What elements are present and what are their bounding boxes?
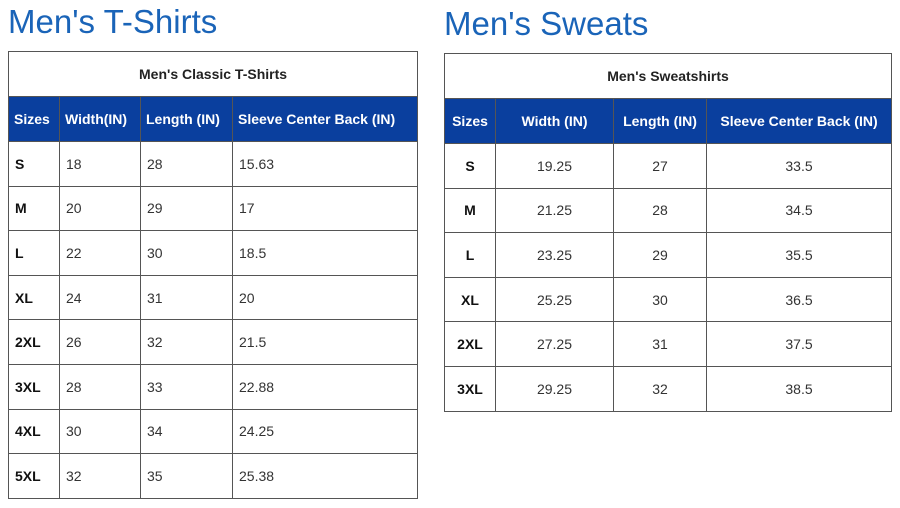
width-cell: 21.25 <box>495 187 614 234</box>
length-cell: 30 <box>613 276 707 323</box>
table-row: XL 24 31 20 <box>8 274 419 321</box>
length-cell: 27 <box>613 143 707 189</box>
table-row: L 22 30 18.5 <box>8 230 419 276</box>
sleeve-cell: 25.38 <box>231 453 419 499</box>
tshirt-title: Men's T-Shirts <box>8 3 218 40</box>
sleeve-cell: 35.5 <box>705 232 893 278</box>
table-header-row: Sizes Width (IN) Length (IN) Sleeve Cent… <box>444 98 893 144</box>
table-row: S 19.25 27 33.5 <box>444 143 893 189</box>
sleeve-cell: 34.5 <box>705 187 893 234</box>
width-cell: 30 <box>59 408 141 455</box>
table-row: 2XL 26 32 21.5 <box>8 319 419 365</box>
size-cell: M <box>8 185 60 232</box>
sweats-title: Men's Sweats <box>444 5 649 42</box>
size-cell: 2XL <box>444 321 496 367</box>
length-cell: 28 <box>613 187 707 234</box>
sleeve-cell: 36.5 <box>705 276 893 323</box>
sleeve-cell: 17 <box>231 185 419 232</box>
size-cell: 4XL <box>8 408 60 455</box>
sleeve-cell: 24.25 <box>231 408 419 455</box>
column-header-length: Length (IN) <box>140 96 233 142</box>
column-header-sizes: Sizes <box>8 96 60 142</box>
sleeve-cell: 22.88 <box>231 363 419 410</box>
length-cell: 32 <box>140 319 233 365</box>
sleeve-cell: 21.5 <box>231 319 419 365</box>
length-cell: 32 <box>613 365 707 412</box>
length-cell: 29 <box>613 232 707 278</box>
width-cell: 25.25 <box>495 276 614 323</box>
size-cell: S <box>8 141 60 187</box>
width-cell: 18 <box>59 141 141 187</box>
length-cell: 35 <box>140 453 233 499</box>
width-cell: 32 <box>59 453 141 499</box>
sleeve-cell: 20 <box>231 274 419 321</box>
table-row: 3XL 28 33 22.88 <box>8 363 419 410</box>
size-cell: 3XL <box>8 363 60 410</box>
width-cell: 28 <box>59 363 141 410</box>
width-cell: 20 <box>59 185 141 232</box>
size-cell: XL <box>8 274 60 321</box>
sleeve-cell: 33.5 <box>705 143 893 189</box>
table-row: M 20 29 17 <box>8 185 419 232</box>
sleeve-cell: 37.5 <box>705 321 893 367</box>
table-caption-row: Men's Sweatshirts <box>443 53 893 99</box>
sleeve-cell: 38.5 <box>705 365 893 412</box>
width-cell: 19.25 <box>495 143 614 189</box>
tshirt-size-table: Men's Classic T-Shirts Sizes Width(IN) L… <box>7 51 419 499</box>
width-cell: 23.25 <box>495 232 614 278</box>
table-header-row: Sizes Width(IN) Length (IN) Sleeve Cente… <box>8 96 419 142</box>
size-cell: 5XL <box>8 453 60 499</box>
tshirt-table-caption: Men's Classic T-Shirts <box>7 51 419 97</box>
length-cell: 29 <box>140 185 233 232</box>
column-header-sleeve: Sleeve Center Back (IN) <box>231 96 419 142</box>
table-row: 3XL 29.25 32 38.5 <box>444 365 893 412</box>
table-row: S 18 28 15.63 <box>8 141 419 187</box>
sleeve-cell: 18.5 <box>231 230 419 276</box>
column-header-sleeve: Sleeve Center Back (IN) <box>705 98 893 144</box>
length-cell: 33 <box>140 363 233 410</box>
width-cell: 29.25 <box>495 365 614 412</box>
size-cell: 3XL <box>444 365 496 412</box>
table-row: XL 25.25 30 36.5 <box>444 276 893 323</box>
sweats-table-caption: Men's Sweatshirts <box>443 53 893 99</box>
length-cell: 31 <box>140 274 233 321</box>
size-cell: S <box>444 143 496 189</box>
size-cell: M <box>444 187 496 234</box>
sleeve-cell: 15.63 <box>231 141 419 187</box>
column-header-length: Length (IN) <box>613 98 707 144</box>
width-cell: 24 <box>59 274 141 321</box>
length-cell: 31 <box>613 321 707 367</box>
size-cell: XL <box>444 276 496 323</box>
table-row: 2XL 27.25 31 37.5 <box>444 321 893 367</box>
width-cell: 27.25 <box>495 321 614 367</box>
width-cell: 22 <box>59 230 141 276</box>
width-cell: 26 <box>59 319 141 365</box>
column-header-width: Width(IN) <box>59 96 141 142</box>
length-cell: 28 <box>140 141 233 187</box>
table-row: 4XL 30 34 24.25 <box>8 408 419 455</box>
column-header-width: Width (IN) <box>495 98 614 144</box>
sweats-size-table: Men's Sweatshirts Sizes Width (IN) Lengt… <box>443 53 893 412</box>
table-row: L 23.25 29 35.5 <box>444 232 893 278</box>
column-header-sizes: Sizes <box>444 98 496 144</box>
table-caption-row: Men's Classic T-Shirts <box>7 51 419 97</box>
table-row: 5XL 32 35 25.38 <box>8 453 419 499</box>
size-cell: 2XL <box>8 319 60 365</box>
size-cell: L <box>8 230 60 276</box>
length-cell: 30 <box>140 230 233 276</box>
table-row: M 21.25 28 34.5 <box>444 187 893 234</box>
size-cell: L <box>444 232 496 278</box>
length-cell: 34 <box>140 408 233 455</box>
